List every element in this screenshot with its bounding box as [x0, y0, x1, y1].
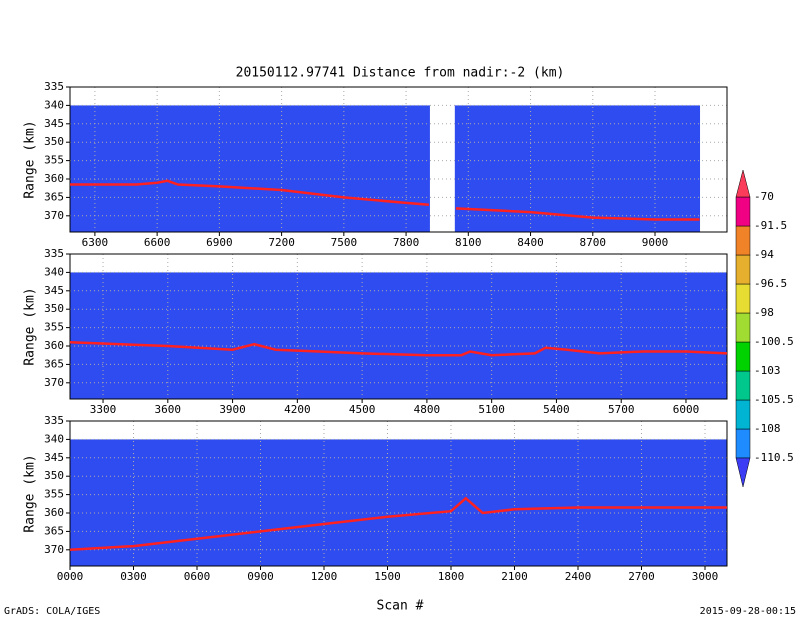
- y-axis-label: Range (km): [23, 454, 38, 532]
- x-tick-label: 5100: [478, 403, 505, 416]
- x-tick-label: 7500: [331, 236, 358, 249]
- x-tick-label: 2400: [565, 570, 592, 583]
- colorbar-segment: [735, 399, 751, 430]
- colorbar-label: -96.5: [754, 277, 787, 290]
- colorbar-label: -103: [754, 364, 781, 377]
- colorbar-high: [735, 169, 751, 198]
- colorbar-label: -105.5: [754, 393, 794, 406]
- x-tick-label: 0300: [120, 570, 147, 583]
- x-tick-label: 5400: [543, 403, 570, 416]
- colorbar-label: -100.5: [754, 335, 794, 348]
- y-tick-label: 355: [44, 154, 64, 167]
- data-coverage: [70, 272, 727, 399]
- colorbar-low: [735, 457, 751, 488]
- y-tick-label: 340: [44, 98, 64, 111]
- colorbar-segment: [735, 312, 751, 343]
- colorbar-segment: [735, 283, 751, 314]
- y-axis-label: Range (km): [23, 287, 38, 365]
- colorbar-segment: [735, 370, 751, 401]
- y-tick-label: 345: [44, 284, 64, 297]
- y-tick-label: 360: [44, 506, 64, 519]
- y-tick-label: 345: [44, 117, 64, 130]
- x-tick-label: 4200: [284, 403, 311, 416]
- y-tick-label: 370: [44, 543, 64, 556]
- x-tick-label: 5700: [608, 403, 635, 416]
- plot-frame: [69, 420, 728, 567]
- colorbar-label: -70: [754, 190, 774, 203]
- colorbar-segment: [735, 254, 751, 285]
- data-coverage: [70, 105, 430, 232]
- colorbar-segment: [735, 341, 751, 372]
- y-tick-label: 365: [44, 357, 64, 370]
- x-tick-label: 6900: [206, 236, 233, 249]
- data-coverage: [70, 439, 727, 566]
- x-tick-label: 7800: [393, 236, 420, 249]
- colorbar-segment: [735, 196, 751, 227]
- colorbar-label: -110.5: [754, 451, 794, 464]
- x-tick-label: 1500: [374, 570, 401, 583]
- x-tick-label: 2100: [501, 570, 528, 583]
- footer-left: GrADS: COLA/IGES: [4, 606, 100, 617]
- footer-right: 2015-09-28-00:15: [700, 606, 796, 617]
- x-tick-label: 3000: [692, 570, 719, 583]
- colorbar-label: -108: [754, 422, 781, 435]
- colorbar-segment: [735, 428, 751, 459]
- y-tick-label: 340: [44, 432, 64, 445]
- x-tick-label: 6300: [82, 236, 109, 249]
- colorbar-label: -91.5: [754, 219, 787, 232]
- colorbar-segment: [735, 225, 751, 256]
- x-tick-label: 3900: [219, 403, 246, 416]
- x-tick-label: 8400: [517, 236, 544, 249]
- y-tick-label: 365: [44, 190, 64, 203]
- y-tick-label: 345: [44, 451, 64, 464]
- x-tick-label: 0000: [57, 570, 84, 583]
- y-tick-label: 350: [44, 469, 64, 482]
- colorbar-label: -98: [754, 306, 774, 319]
- surface-line: [70, 179, 700, 221]
- y-tick-label: 355: [44, 488, 64, 501]
- x-tick-label: 8700: [580, 236, 607, 249]
- y-tick-label: 370: [44, 209, 64, 222]
- x-tick-label: 0600: [184, 570, 211, 583]
- y-tick-label: 335: [44, 414, 64, 427]
- x-tick-label: 6600: [144, 236, 171, 249]
- x-tick-label: 1200: [311, 570, 338, 583]
- x-tick-label: 8100: [455, 236, 482, 249]
- x-tick-label: 4800: [414, 403, 441, 416]
- y-tick-label: 335: [44, 247, 64, 260]
- surface-line: [69, 496, 727, 552]
- y-tick-label: 360: [44, 172, 64, 185]
- x-tick-label: 3600: [155, 403, 182, 416]
- y-tick-label: 340: [44, 265, 64, 278]
- y-tick-label: 355: [44, 321, 64, 334]
- x-tick-label: 0900: [247, 570, 274, 583]
- x-tick-label: 4500: [349, 403, 376, 416]
- x-tick-label: 1800: [438, 570, 465, 583]
- y-tick-label: 370: [44, 376, 64, 389]
- x-tick-label: 7200: [268, 236, 295, 249]
- x-tick-label: 2700: [628, 570, 655, 583]
- title: 20150112.97741 Distance from nadir:-2 (k…: [236, 66, 565, 81]
- y-tick-label: 360: [44, 339, 64, 352]
- y-tick-label: 365: [44, 524, 64, 537]
- y-tick-label: 335: [44, 80, 64, 93]
- x-tick-label: 3300: [90, 403, 117, 416]
- colorbar-label: -94: [754, 248, 774, 261]
- x-tick-label: 6000: [673, 403, 700, 416]
- y-tick-label: 350: [44, 302, 64, 315]
- surface-line: [69, 341, 728, 357]
- data-coverage: [454, 105, 701, 232]
- y-tick-label: 350: [44, 135, 64, 148]
- plot-frame: [69, 253, 728, 400]
- x-tick-label: 9000: [642, 236, 669, 249]
- y-axis-label: Range (km): [23, 120, 38, 198]
- x-axis-label: Scan #: [377, 599, 424, 614]
- plot-frame: [69, 86, 728, 233]
